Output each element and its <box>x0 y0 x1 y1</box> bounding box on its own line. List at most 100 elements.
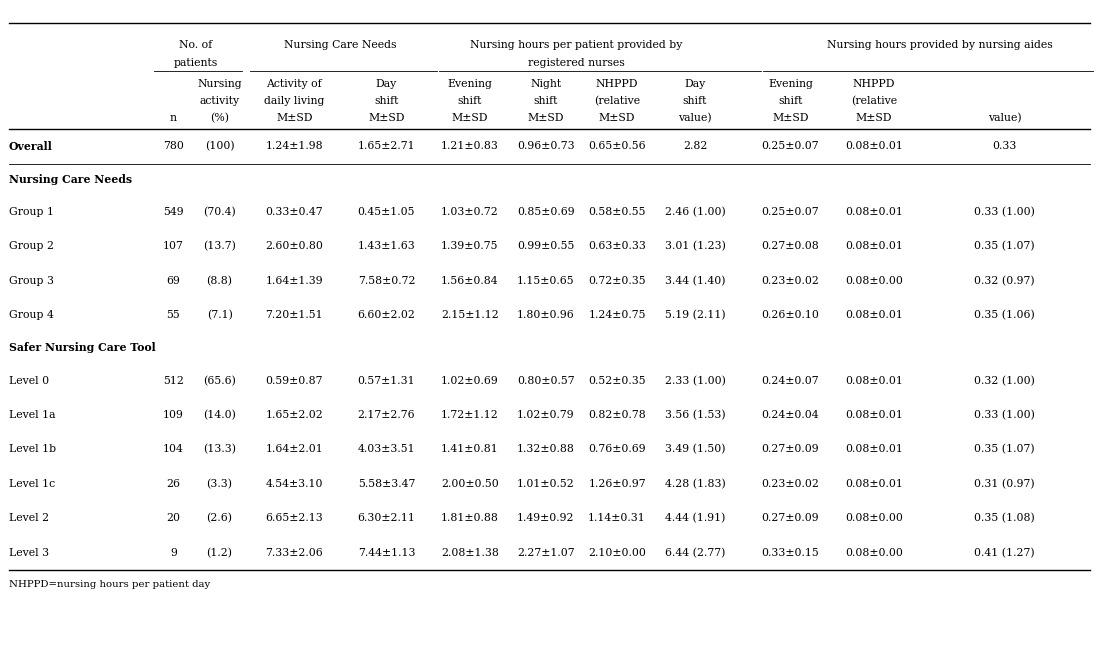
Text: Day: Day <box>376 79 397 89</box>
Text: 0.72±0.35: 0.72±0.35 <box>589 275 646 286</box>
Text: 5.19 (2.11): 5.19 (2.11) <box>664 310 726 320</box>
Text: 3.44 (1.40): 3.44 (1.40) <box>664 275 726 286</box>
Text: 20: 20 <box>167 513 180 524</box>
Text: 0.24±0.04: 0.24±0.04 <box>762 410 819 420</box>
Text: (70.4): (70.4) <box>203 207 236 217</box>
Text: 3.56 (1.53): 3.56 (1.53) <box>664 410 726 420</box>
Text: 1.64±2.01: 1.64±2.01 <box>266 444 323 455</box>
Text: 104: 104 <box>163 444 184 455</box>
Text: (8.8): (8.8) <box>206 275 233 286</box>
Text: 1.03±0.72: 1.03±0.72 <box>441 207 498 217</box>
Text: 0.24±0.07: 0.24±0.07 <box>762 375 819 386</box>
Text: Nursing: Nursing <box>198 79 242 89</box>
Text: No. of: No. of <box>179 40 212 50</box>
Text: M±SD: M±SD <box>368 113 405 123</box>
Text: 1.43±1.63: 1.43±1.63 <box>358 241 415 252</box>
Text: 0.59±0.87: 0.59±0.87 <box>266 375 323 386</box>
Text: Activity of: Activity of <box>267 79 322 89</box>
Text: 0.58±0.55: 0.58±0.55 <box>589 207 646 217</box>
Text: 1.39±0.75: 1.39±0.75 <box>441 241 498 252</box>
Text: 7.33±2.06: 7.33±2.06 <box>266 547 323 558</box>
Text: n: n <box>170 113 177 123</box>
Text: (7.1): (7.1) <box>206 310 233 320</box>
Text: shift: shift <box>778 95 803 106</box>
Text: 0.08±0.01: 0.08±0.01 <box>845 141 903 152</box>
Text: 1.01±0.52: 1.01±0.52 <box>517 479 574 489</box>
Text: 7.58±0.72: 7.58±0.72 <box>358 275 415 286</box>
Text: 0.27±0.09: 0.27±0.09 <box>762 444 819 455</box>
Text: 0.08±0.01: 0.08±0.01 <box>845 310 903 320</box>
Text: 780: 780 <box>163 141 184 152</box>
Text: Level 3: Level 3 <box>9 547 49 558</box>
Text: Nursing hours provided by nursing aides: Nursing hours provided by nursing aides <box>827 40 1053 50</box>
Text: 5.58±3.47: 5.58±3.47 <box>358 479 415 489</box>
Text: registered nurses: registered nurses <box>528 58 625 68</box>
Text: Day: Day <box>684 79 706 89</box>
Text: 107: 107 <box>163 241 184 252</box>
Text: 2.10±0.00: 2.10±0.00 <box>589 547 646 558</box>
Text: 0.33±0.47: 0.33±0.47 <box>266 207 323 217</box>
Text: 1.64±1.39: 1.64±1.39 <box>266 275 323 286</box>
Text: Group 4: Group 4 <box>9 310 54 320</box>
Text: 0.27±0.09: 0.27±0.09 <box>762 513 819 524</box>
Text: 0.41 (1.27): 0.41 (1.27) <box>974 547 1035 558</box>
Text: 0.26±0.10: 0.26±0.10 <box>762 310 819 320</box>
Text: 1.56±0.84: 1.56±0.84 <box>441 275 498 286</box>
Text: 0.35 (1.07): 0.35 (1.07) <box>974 444 1035 455</box>
Text: 69: 69 <box>167 275 180 286</box>
Text: M±SD: M±SD <box>527 113 564 123</box>
Text: 1.72±1.12: 1.72±1.12 <box>441 410 498 420</box>
Text: (13.3): (13.3) <box>203 444 236 455</box>
Text: 1.26±0.97: 1.26±0.97 <box>589 479 646 489</box>
Text: NHPPD: NHPPD <box>596 79 638 89</box>
Text: Nursing hours per patient provided by: Nursing hours per patient provided by <box>470 40 683 50</box>
Text: 549: 549 <box>164 207 183 217</box>
Text: 1.49±0.92: 1.49±0.92 <box>517 513 574 524</box>
Text: 0.23±0.02: 0.23±0.02 <box>762 275 819 286</box>
Text: M±SD: M±SD <box>598 113 636 123</box>
Text: patients: patients <box>173 58 217 68</box>
Text: M±SD: M±SD <box>451 113 489 123</box>
Text: shift: shift <box>683 95 707 106</box>
Text: 0.35 (1.06): 0.35 (1.06) <box>974 310 1035 320</box>
Text: 1.24±0.75: 1.24±0.75 <box>589 310 646 320</box>
Text: 0.08±0.01: 0.08±0.01 <box>845 479 903 489</box>
Text: (13.7): (13.7) <box>203 241 236 252</box>
Text: shift: shift <box>458 95 482 106</box>
Text: 2.33 (1.00): 2.33 (1.00) <box>664 375 726 386</box>
Text: 0.33 (1.00): 0.33 (1.00) <box>974 207 1035 217</box>
Text: 6.65±2.13: 6.65±2.13 <box>266 513 323 524</box>
Text: (3.3): (3.3) <box>206 479 233 489</box>
Text: 7.20±1.51: 7.20±1.51 <box>266 310 323 320</box>
Text: 0.45±1.05: 0.45±1.05 <box>358 207 415 217</box>
Text: (relative: (relative <box>594 95 640 106</box>
Text: 0.65±0.56: 0.65±0.56 <box>589 141 646 152</box>
Text: (65.6): (65.6) <box>203 375 236 386</box>
Text: 26: 26 <box>167 479 180 489</box>
Text: (2.6): (2.6) <box>206 513 233 524</box>
Text: 0.32 (1.00): 0.32 (1.00) <box>974 375 1035 386</box>
Text: Night: Night <box>530 79 561 89</box>
Text: Nursing Care Needs: Nursing Care Needs <box>9 173 132 185</box>
Text: M±SD: M±SD <box>855 113 893 123</box>
Text: (%): (%) <box>210 113 229 123</box>
Text: 0.33 (1.00): 0.33 (1.00) <box>974 410 1035 420</box>
Text: 1.32±0.88: 1.32±0.88 <box>517 444 574 455</box>
Text: Safer Nursing Care Tool: Safer Nursing Care Tool <box>9 342 156 354</box>
Text: NHPPD: NHPPD <box>853 79 895 89</box>
Text: 0.25±0.07: 0.25±0.07 <box>762 207 819 217</box>
Text: 1.21±0.83: 1.21±0.83 <box>441 141 498 152</box>
Text: value): value) <box>679 113 712 123</box>
Text: shift: shift <box>534 95 558 106</box>
Text: 0.08±0.01: 0.08±0.01 <box>845 241 903 252</box>
Text: 1.15±0.65: 1.15±0.65 <box>517 275 574 286</box>
Text: 1.81±0.88: 1.81±0.88 <box>441 513 498 524</box>
Text: 1.41±0.81: 1.41±0.81 <box>441 444 498 455</box>
Text: daily living: daily living <box>265 95 324 106</box>
Text: 1.65±2.71: 1.65±2.71 <box>358 141 415 152</box>
Text: Group 2: Group 2 <box>9 241 54 252</box>
Text: 0.52±0.35: 0.52±0.35 <box>589 375 646 386</box>
Text: value): value) <box>988 113 1021 123</box>
Text: Level 1c: Level 1c <box>9 479 55 489</box>
Text: 0.08±0.01: 0.08±0.01 <box>845 444 903 455</box>
